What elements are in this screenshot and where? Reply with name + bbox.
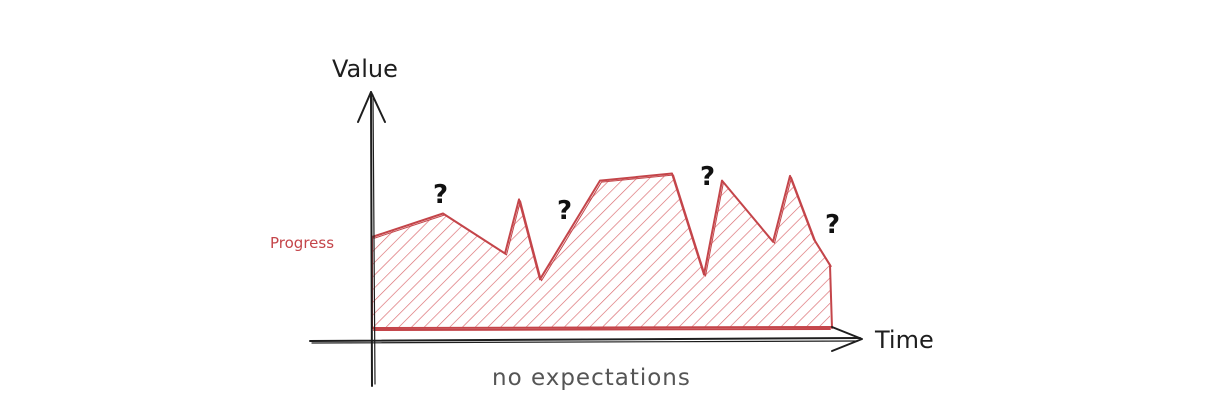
y-axis: [357, 91, 386, 387]
progress-point-12: [829, 264, 831, 267]
progress-point-3: [518, 198, 520, 201]
progress-bottom-edge-sketch: [373, 328, 831, 331]
y-axis-arrowhead: [357, 91, 386, 123]
question-mark-1: ?: [433, 180, 448, 210]
y-axis-label: Value: [332, 55, 398, 83]
progress-bottom-edge: [371, 326, 833, 329]
progress-right-edge: [829, 264, 833, 329]
x-axis-label: Time: [874, 326, 934, 354]
progress-point-5: [599, 179, 601, 182]
progress-point-4: [539, 278, 541, 281]
progress-area-fill: [372, 173, 830, 328]
progress-point-10: [789, 175, 791, 177]
progress-point-2: [504, 252, 506, 255]
progress-point-9: [772, 240, 774, 243]
question-mark-2: ?: [557, 196, 572, 226]
question-mark-3: ?: [700, 162, 715, 192]
progress-point-1: [442, 212, 444, 215]
progress-point-11: [813, 238, 815, 241]
progress-label: Progress: [270, 234, 334, 252]
progress-point-7: [703, 273, 705, 276]
caption-label: no expectations: [492, 365, 691, 391]
progress-line-sketch: [373, 174, 832, 282]
progress-point-8: [721, 179, 723, 182]
x-axis-arrowhead: [831, 326, 863, 352]
question-mark-4: ?: [825, 210, 840, 240]
progress-area: [371, 172, 833, 331]
progress-point-6: [671, 172, 673, 175]
x-axis: [309, 326, 863, 352]
